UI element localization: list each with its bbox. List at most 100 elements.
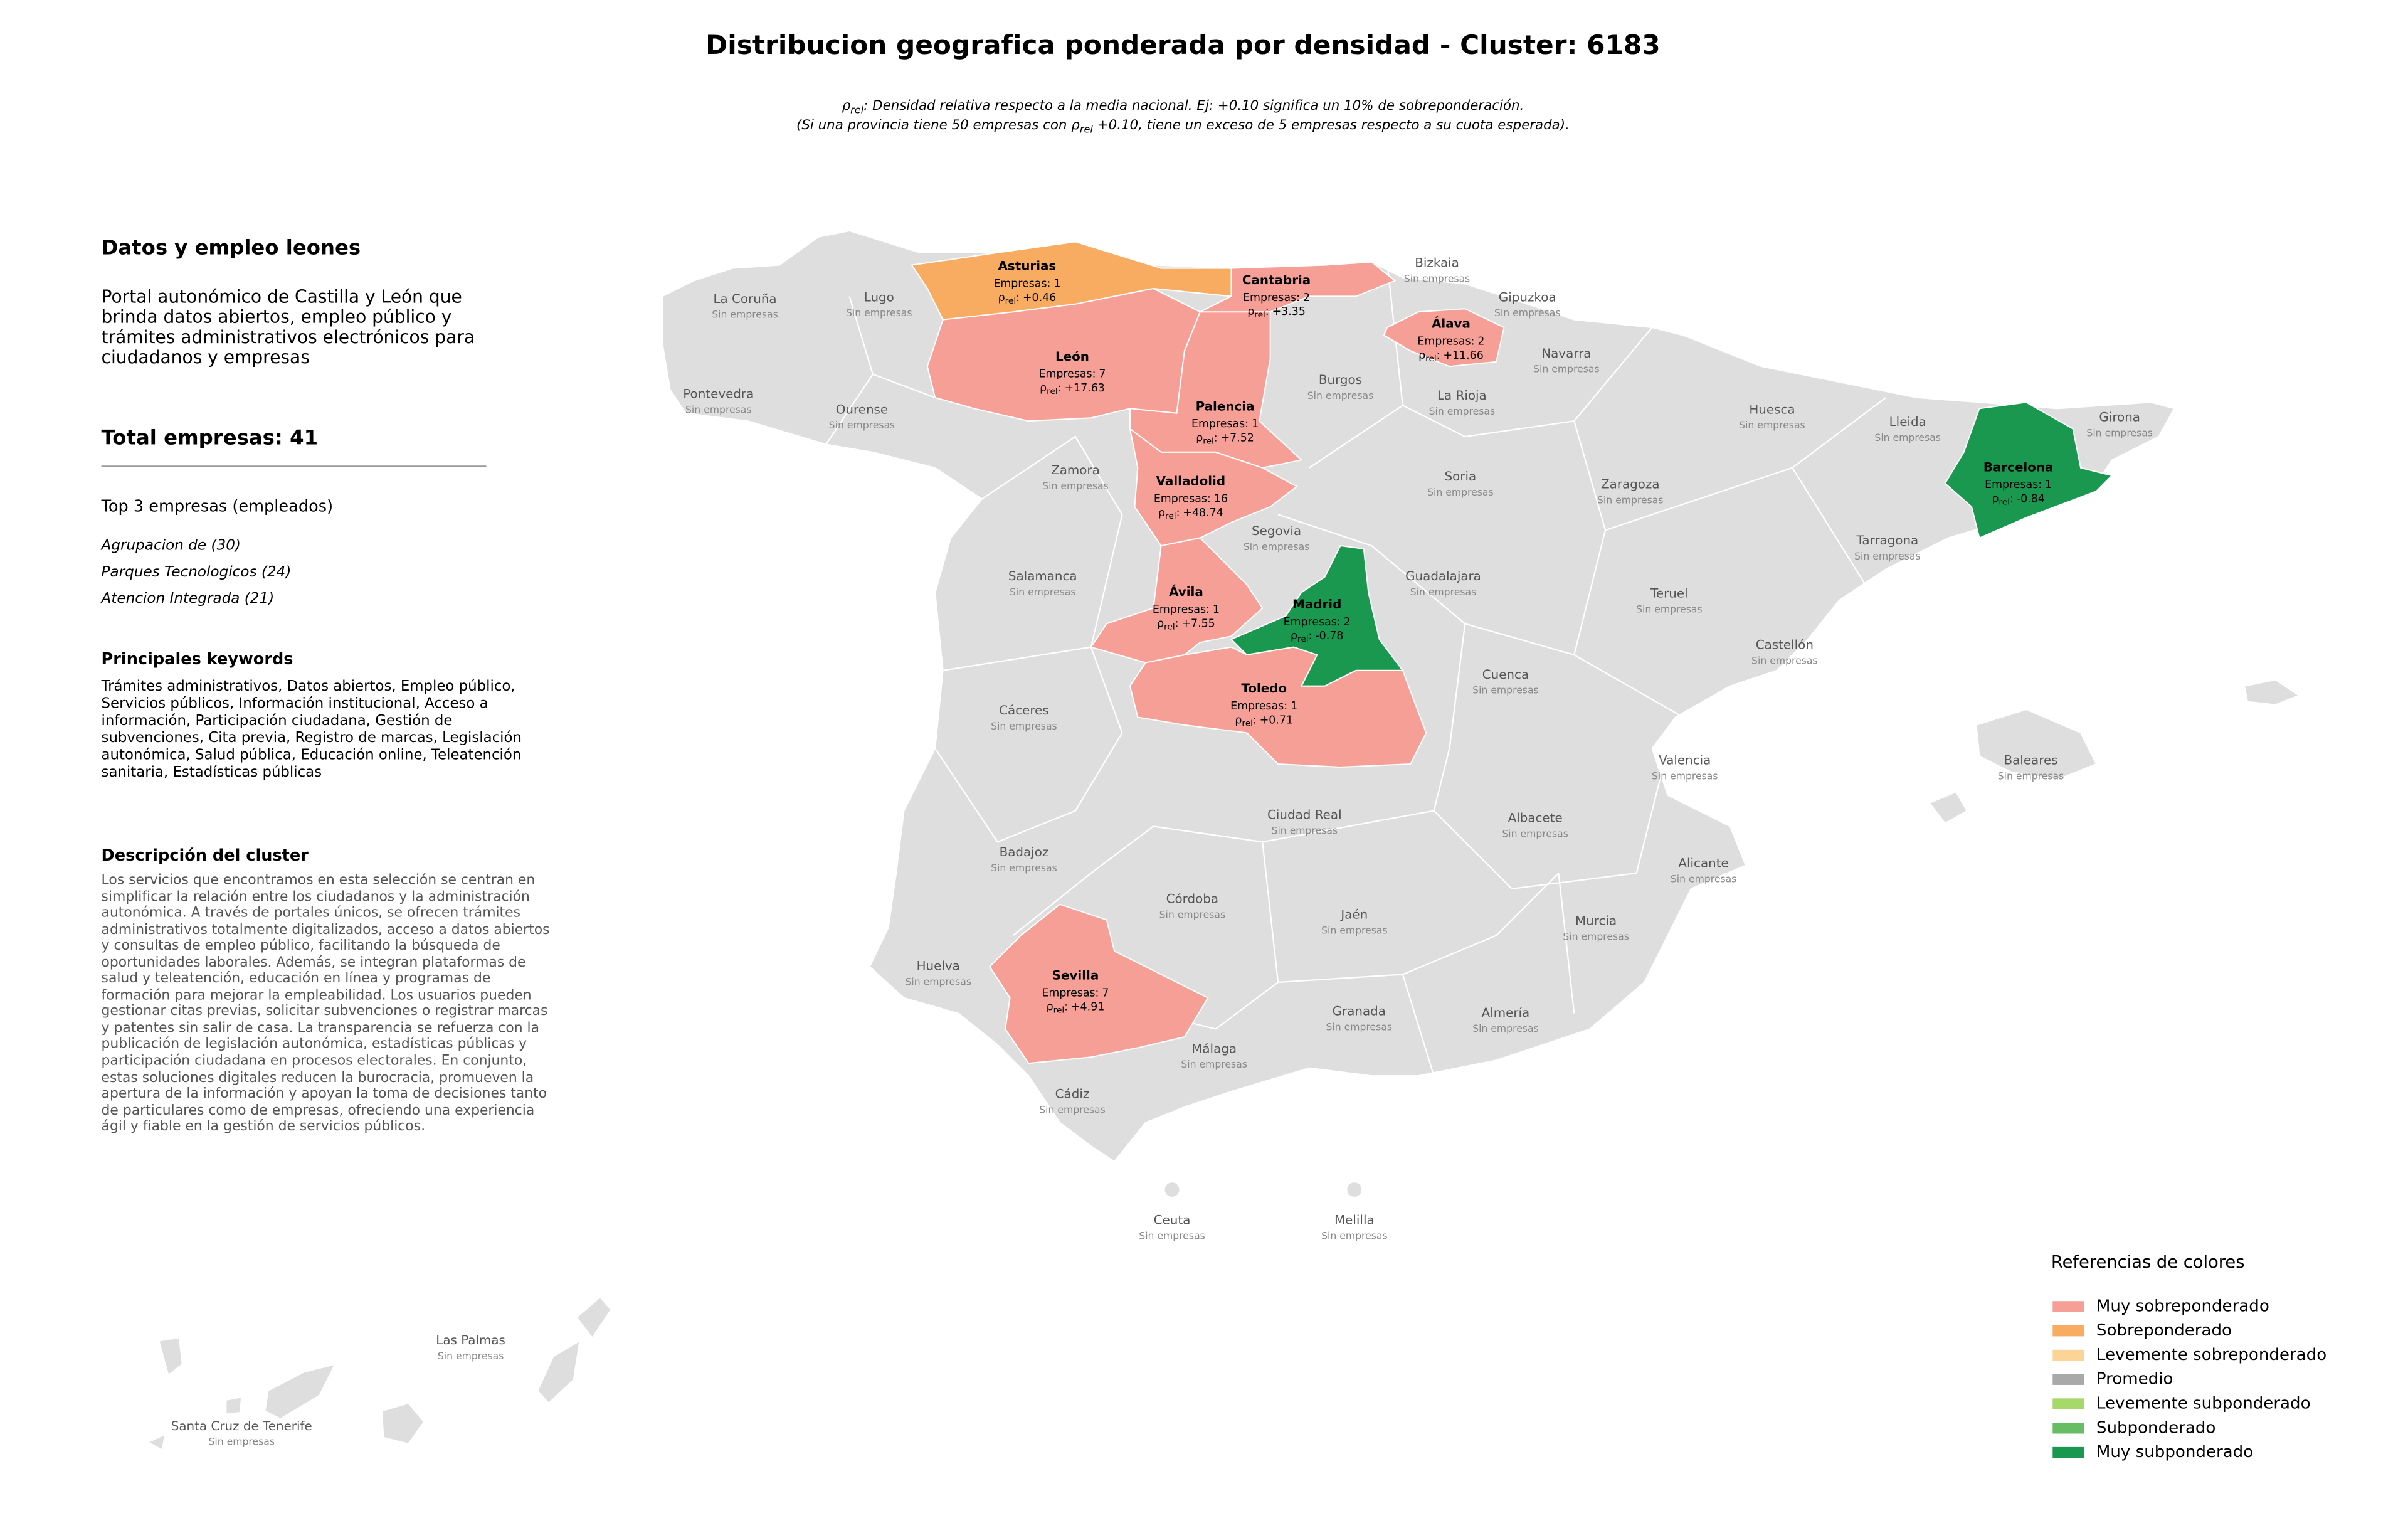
province-name: Ourense	[836, 402, 888, 416]
rho-sub: rel	[1047, 386, 1058, 396]
province-count: Empresas: 7	[1038, 368, 1106, 381]
province-name: La Coruña	[713, 292, 776, 306]
note: ρrel: Densidad relativa respecto a la me…	[796, 98, 1570, 135]
province-status: Sin empresas	[1502, 827, 1568, 839]
legend-label: Levemente sobreponderado	[2096, 1345, 2326, 1364]
province-name: Guadalajara	[1405, 569, 1481, 583]
province-name: Córdoba	[1166, 892, 1218, 906]
legend-label: Muy sobreponderado	[2096, 1297, 2269, 1315]
province-name: Zamora	[1051, 463, 1100, 477]
rho-symbol: ρ	[1992, 492, 1999, 505]
count-label: Empresas:	[1417, 335, 1474, 348]
rho-value: -0.78	[1315, 630, 1343, 642]
province-name: Valencia	[1659, 753, 1711, 768]
province-name: La Rioja	[1437, 388, 1487, 403]
province-status: Sin empresas	[1326, 1021, 1393, 1033]
province-name: Lugo	[864, 290, 894, 304]
top-item: Parques Tecnologicos (24)	[102, 564, 292, 580]
province-count: Empresas: 2	[1284, 616, 1351, 629]
rho-symbol: ρ	[1196, 432, 1203, 445]
province-status: Sin empresas	[1404, 273, 1471, 285]
province-status: Sin empresas	[1307, 390, 1374, 401]
rho-symbol: ρ	[1418, 349, 1425, 362]
province-status: Sin empresas	[1563, 930, 1629, 942]
province-status: Sin empresas	[1321, 924, 1388, 936]
province-status: Sin empresas	[1494, 307, 1561, 319]
province-name: Cáceres	[999, 703, 1049, 718]
province-status: Sin empresas	[438, 1350, 504, 1362]
province	[988, 903, 1209, 1064]
province-count: Empresas: 2	[1243, 292, 1310, 304]
province-status: Sin empresas	[1427, 486, 1494, 498]
province-name: Las Palmas	[436, 1333, 505, 1347]
province-status: Sin empresas	[1854, 550, 1921, 562]
province-name: Navarra	[1541, 346, 1591, 361]
legend-label: Subponderado	[2096, 1418, 2215, 1437]
province-status: Sin empresas	[1533, 363, 1600, 375]
note-text: (Si una provincia tiene 50 empresas con …	[796, 117, 1080, 133]
province-status: Sin empresas	[1039, 1103, 1106, 1115]
legend-swatch	[2052, 1446, 2084, 1458]
top-item: Atencion Integrada (21)	[100, 590, 275, 607]
province-name: Santa Cruz de Tenerife	[171, 1419, 312, 1433]
count-label: Empresas:	[1191, 418, 1249, 430]
province-status: Sin empresas	[2086, 427, 2153, 439]
cluster-text-box: Los servicios que encontramos en esta se…	[102, 873, 550, 1135]
province-name: Segovia	[1252, 524, 1301, 538]
rho-symbol: ρ	[1040, 382, 1047, 395]
rho-value: +4.91	[1071, 1001, 1104, 1014]
rho-sub: rel	[1164, 622, 1175, 632]
province-name: Almería	[1482, 1005, 1530, 1020]
count-value: 7	[1102, 987, 1109, 999]
legend-swatch	[2052, 1423, 2084, 1434]
rho-sep: :	[1437, 349, 1440, 362]
total: Total empresas: 41	[102, 427, 569, 450]
legend-label: Levemente subponderado	[2096, 1394, 2311, 1413]
province-name: Tarragona	[1856, 533, 1918, 548]
count-label: Empresas:	[993, 277, 1050, 290]
province-rho: ρrel: +11.66	[1418, 349, 1484, 364]
province-name: Toledo	[1241, 681, 1287, 696]
province-status: Sin empresas	[1636, 603, 1703, 615]
province-name: Badajoz	[1000, 845, 1049, 859]
rho-sub: rel	[1005, 296, 1017, 306]
province-status: Sin empresas	[1181, 1058, 1247, 1070]
province-status: Sin empresas	[685, 403, 752, 415]
province-name: Alicante	[1678, 856, 1728, 871]
sidebar-description: Portal autonómico de Castilla y León que…	[101, 287, 475, 368]
province-name: Bizkaia	[1415, 256, 1459, 270]
legend-swatch	[2052, 1325, 2084, 1337]
rho-sep: :	[2010, 492, 2014, 505]
province-name: Teruel	[1650, 586, 1688, 601]
rho-value: +7.55	[1181, 617, 1215, 630]
province-count: Empresas: 1	[1985, 479, 2052, 491]
rho-sub: rel	[1165, 511, 1176, 521]
province-rho: ρrel: +0.46	[998, 292, 1057, 306]
rho-symbol: ρ	[1157, 617, 1164, 630]
rho-symbol: ρ	[1047, 1001, 1054, 1014]
province-rho: ρrel: -0.78	[1291, 630, 1343, 644]
province-status: Sin empresas	[991, 720, 1057, 732]
note-line: (Si una provincia tiene 50 empresas con …	[796, 117, 1570, 135]
province	[1944, 401, 2113, 539]
province-rho: ρrel: +7.52	[1196, 432, 1254, 447]
note-text: ρ	[842, 98, 851, 114]
rho-sub: rel	[1203, 437, 1214, 447]
count-value: 1	[2045, 479, 2052, 491]
province-status: Sin empresas	[1652, 770, 1718, 782]
keywords-title-box: Principales keywords	[102, 650, 293, 669]
rho-symbol: ρ	[1247, 305, 1254, 318]
rho-symbol: ρ	[1291, 630, 1297, 642]
province-status: Sin empresas	[1272, 824, 1338, 836]
rho-sep: :	[1309, 630, 1312, 642]
province-status: Sin empresas	[1739, 419, 1805, 431]
province-count: Empresas: 1	[1153, 603, 1220, 616]
province-name: Málaga	[1191, 1041, 1237, 1056]
legend-swatch	[2052, 1301, 2084, 1312]
sidebar-heading: Datos y empleo leones	[101, 236, 361, 261]
province-status: Sin empresas	[1010, 586, 1076, 598]
total-box: Total empresas: 41	[102, 427, 569, 450]
ceuta-shape	[1163, 1181, 1181, 1198]
count-label: Empresas:	[1284, 616, 1341, 629]
